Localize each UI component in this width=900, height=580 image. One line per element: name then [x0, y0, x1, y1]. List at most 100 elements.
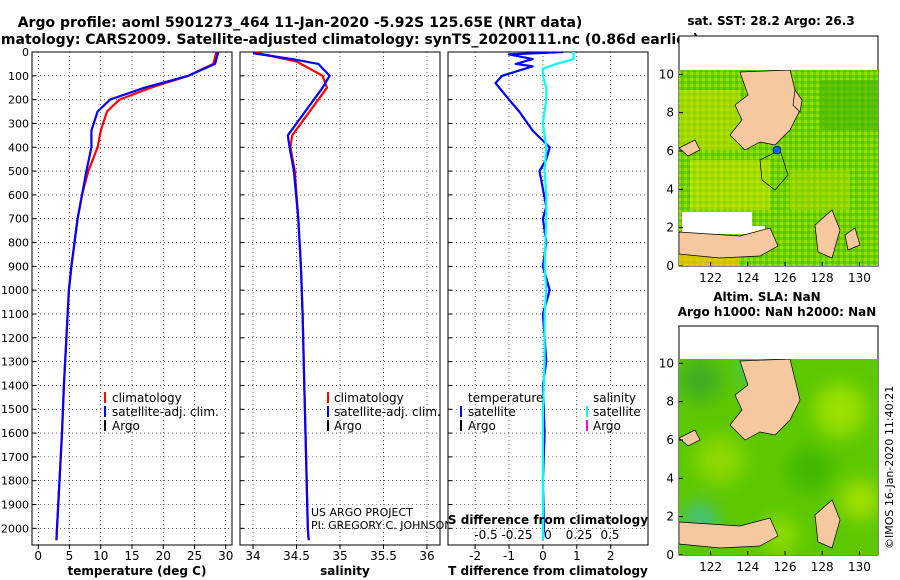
map-xtick-label: 126: [774, 560, 797, 574]
salinity-xtick-label: 0.25: [566, 528, 593, 542]
difference-lines: [494, 52, 575, 541]
ytick-label: 300: [8, 117, 29, 130]
salinity-xtick-label: 0.5: [600, 528, 619, 542]
map-xtick-label: 124: [736, 560, 759, 574]
sla-map: Altim. SLA: NaN Argo h1000: NaN h2000: N…: [659, 290, 879, 574]
temperature-ticks: 0 5 10 15 20 25 300100200300400500600700800900…: [1, 46, 233, 563]
difference-xlabel2: S difference from climatology: [448, 513, 648, 527]
salinity-xlabel: salinity: [320, 564, 370, 578]
ytick-label: 1600: [1, 427, 29, 440]
temperature-legend-sat: satellite-adj. clim.: [112, 405, 219, 419]
salinity-ticks: 34 34.5 35 35.5 36: [240, 51, 435, 563]
xtick-label: -2: [469, 549, 481, 563]
map-ytick-label: 4: [666, 182, 674, 196]
map-ytick-label: 0: [666, 548, 674, 562]
salinity-legend-argo: Argo: [334, 419, 362, 433]
ytick-label: 0: [22, 46, 29, 59]
ytick-label: 1500: [1, 403, 29, 416]
salinity-panel: 34 34.5 35 35.5 36 climatology satellite-adj…: [239, 51, 452, 578]
difference-panel: -2 -1 0 1 2 temperature satellite Argo salin…: [447, 51, 649, 578]
xtick-label: 35: [332, 549, 347, 563]
title-line-1: Argo profile: aoml 5901273_464 11-Jan-20…: [18, 15, 583, 31]
map-ytick-label: 10: [659, 356, 674, 370]
map-xtick-label: 126: [774, 271, 797, 285]
temperature-legend-argo-swatch: [104, 420, 106, 431]
temperature-xlabel: temperature (deg C): [68, 564, 207, 578]
sla-map-ticks: 122 124 126 128 130 0 2 4 6 8 10: [659, 356, 871, 574]
ytick-label: 200: [8, 94, 29, 107]
ytick-label: 700: [8, 213, 29, 226]
map-xtick-label: 130: [848, 560, 871, 574]
salinity-legend-clim-swatch: [327, 392, 329, 403]
xtick-label: 2: [607, 549, 615, 563]
ytick-label: 1100: [1, 308, 29, 321]
xtick-label: 34.5: [283, 549, 310, 563]
diff-legend-temp-sat-swatch: [460, 406, 462, 417]
xtick-label: 1: [573, 549, 581, 563]
imos-credit: ©IMOS 16-Jan-2020 11:40:21: [883, 386, 896, 549]
ytick-label: 1400: [1, 379, 29, 392]
diff-legend-sal-argo: Argo: [593, 419, 621, 433]
xtick-label: 0: [539, 549, 547, 563]
diff-legend-sal-sat-swatch: [586, 406, 588, 417]
ytick-label: 100: [8, 70, 29, 83]
map-ytick-label: 0: [666, 259, 674, 273]
ytick-label: 600: [8, 189, 29, 202]
ytick-label: 1800: [1, 475, 29, 488]
sla-land: [679, 359, 841, 549]
ytick-label: 500: [8, 165, 29, 178]
diff-legend-temp-argo-swatch: [460, 420, 462, 431]
temperature-legend-clim: climatology: [112, 391, 182, 405]
ytick-label: 1700: [1, 451, 29, 464]
temperature-legend-sat-swatch: [104, 406, 106, 417]
diff-legend-temp-sat: satellite: [468, 405, 516, 419]
xtick-label: 10: [93, 549, 108, 563]
temperature-panel: 0 5 10 15 20 25 300100200300400500600700800900…: [1, 46, 233, 578]
sst-land: [679, 70, 861, 259]
xtick-label: 30: [218, 549, 233, 563]
difference-xlabel: T difference from climatology: [448, 564, 648, 578]
xtick-label: -1: [503, 549, 515, 563]
ytick-label: 1300: [1, 356, 29, 369]
title-line-2: Climatology: CARS2009. Satellite-adjuste…: [0, 32, 699, 48]
credit-pi: PI: GREGORY C. JOHNSON: [311, 519, 452, 532]
temperature-lines: [55, 52, 220, 541]
salinity-legend-argo-swatch: [327, 420, 329, 431]
ytick-label: 900: [8, 260, 29, 273]
map-ytick-label: 8: [666, 106, 674, 120]
difference-ticks: -2 -1 0 1 2: [448, 51, 615, 563]
sst-argo-marker: [772, 145, 782, 155]
ytick-label: 1200: [1, 332, 29, 345]
diff-legend-temperature-title: temperature: [468, 391, 543, 405]
ytick-label: 400: [8, 141, 29, 154]
series-line-satellite-adj-clim-: [252, 52, 331, 541]
map-ytick-label: 10: [659, 67, 674, 81]
map-ytick-label: 6: [666, 144, 674, 158]
xtick-label: 25: [187, 549, 202, 563]
map-xtick-label: 128: [811, 271, 834, 285]
xtick-label: 35.5: [370, 549, 397, 563]
sla-map-title-2: Argo h1000: NaN h2000: NaN: [678, 305, 877, 319]
xtick-label: 20: [156, 549, 171, 563]
map-xtick-label: 122: [699, 560, 722, 574]
xtick-label: 5: [66, 549, 74, 563]
diff-legend-sal-argo-swatch: [586, 420, 588, 431]
map-xtick-label: 130: [848, 271, 871, 285]
ytick-label: 1900: [1, 499, 29, 512]
salinity-lines: [252, 52, 331, 541]
map-ytick-label: 4: [666, 471, 674, 485]
diff-legend-sal-sat: satellite: [593, 405, 641, 419]
temperature-legend-clim-swatch: [104, 392, 106, 403]
salinity-legend-sat-swatch: [327, 406, 329, 417]
map-ytick-label: 2: [666, 221, 674, 235]
salinity-xtick-label: 0: [544, 528, 552, 542]
credit-project: US ARGO PROJECT: [311, 506, 413, 519]
map-xtick-label: 122: [699, 271, 722, 285]
ytick-label: 1000: [1, 284, 29, 297]
series-line-salinity-satellite: [541, 52, 575, 541]
sla-map-title-1: Altim. SLA: NaN: [713, 290, 820, 304]
map-ytick-label: 8: [666, 395, 674, 409]
map-ytick-label: 6: [666, 433, 674, 447]
map-xtick-label: 128: [811, 560, 834, 574]
